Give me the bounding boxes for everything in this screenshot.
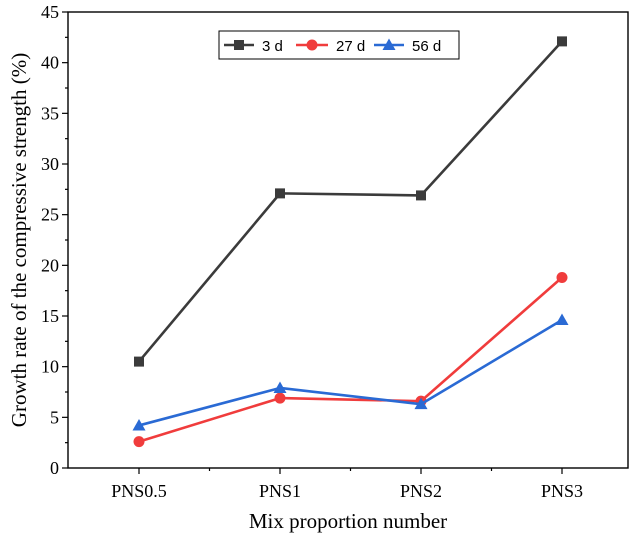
- series-0: [134, 36, 567, 367]
- data-point: [273, 381, 287, 393]
- y-tick-label: 0: [50, 458, 59, 478]
- data-point: [557, 36, 567, 47]
- legend-box: [218, 30, 460, 60]
- y-axis-title: Growth rate of the compressive strength …: [7, 53, 31, 427]
- y-tick-label: 20: [41, 255, 59, 275]
- y-tick-label: 15: [41, 306, 59, 326]
- y-tick-label: 30: [41, 154, 59, 174]
- data-point: [134, 356, 144, 367]
- legend-label: 27 d: [336, 38, 365, 55]
- data-point: [555, 313, 569, 326]
- legend-entry: 27 d: [296, 38, 365, 55]
- y-tick-label: 25: [41, 205, 59, 225]
- y-tick-label: 5: [50, 407, 59, 427]
- x-tick-label: PNS0.5: [111, 481, 167, 501]
- x-tick-label: PNS2: [400, 481, 442, 501]
- y-tick-label: 45: [41, 2, 59, 22]
- legend-marker: [306, 39, 318, 51]
- series-2: [132, 313, 569, 431]
- data-point: [274, 392, 286, 404]
- axes: 0 5 10 15 20 25 30 35 40 45 PNS0.5 PNS1 PNS2 PNS3: [41, 2, 629, 501]
- x-axis-title: Mix proportion number: [249, 509, 447, 533]
- x-tick-label: PNS3: [541, 481, 583, 501]
- y-tick-label: 40: [41, 53, 59, 73]
- legend-entry: 56 d: [374, 38, 441, 55]
- legend-marker: [234, 40, 244, 50]
- legend-label: 3 d: [262, 38, 283, 55]
- legend-entry: 3 d: [224, 38, 283, 55]
- series-1: [133, 271, 568, 448]
- y-tick-label: 35: [41, 103, 59, 123]
- x-tick-label: PNS1: [259, 481, 301, 501]
- data-point: [132, 418, 146, 431]
- data-point: [275, 188, 285, 199]
- data-point: [556, 271, 568, 283]
- legend-marker: [382, 38, 396, 50]
- series-line: [138, 276, 563, 443]
- y-tick-label: 10: [41, 357, 59, 377]
- legend: 3 d 27 d 56 d: [218, 30, 460, 60]
- data-point: [414, 397, 428, 410]
- data-point: [133, 436, 145, 448]
- series-layer: [132, 36, 569, 448]
- legend-label: 56 d: [412, 38, 441, 55]
- data-point: [416, 190, 426, 201]
- series-line: [138, 40, 563, 363]
- series-line: [138, 318, 563, 427]
